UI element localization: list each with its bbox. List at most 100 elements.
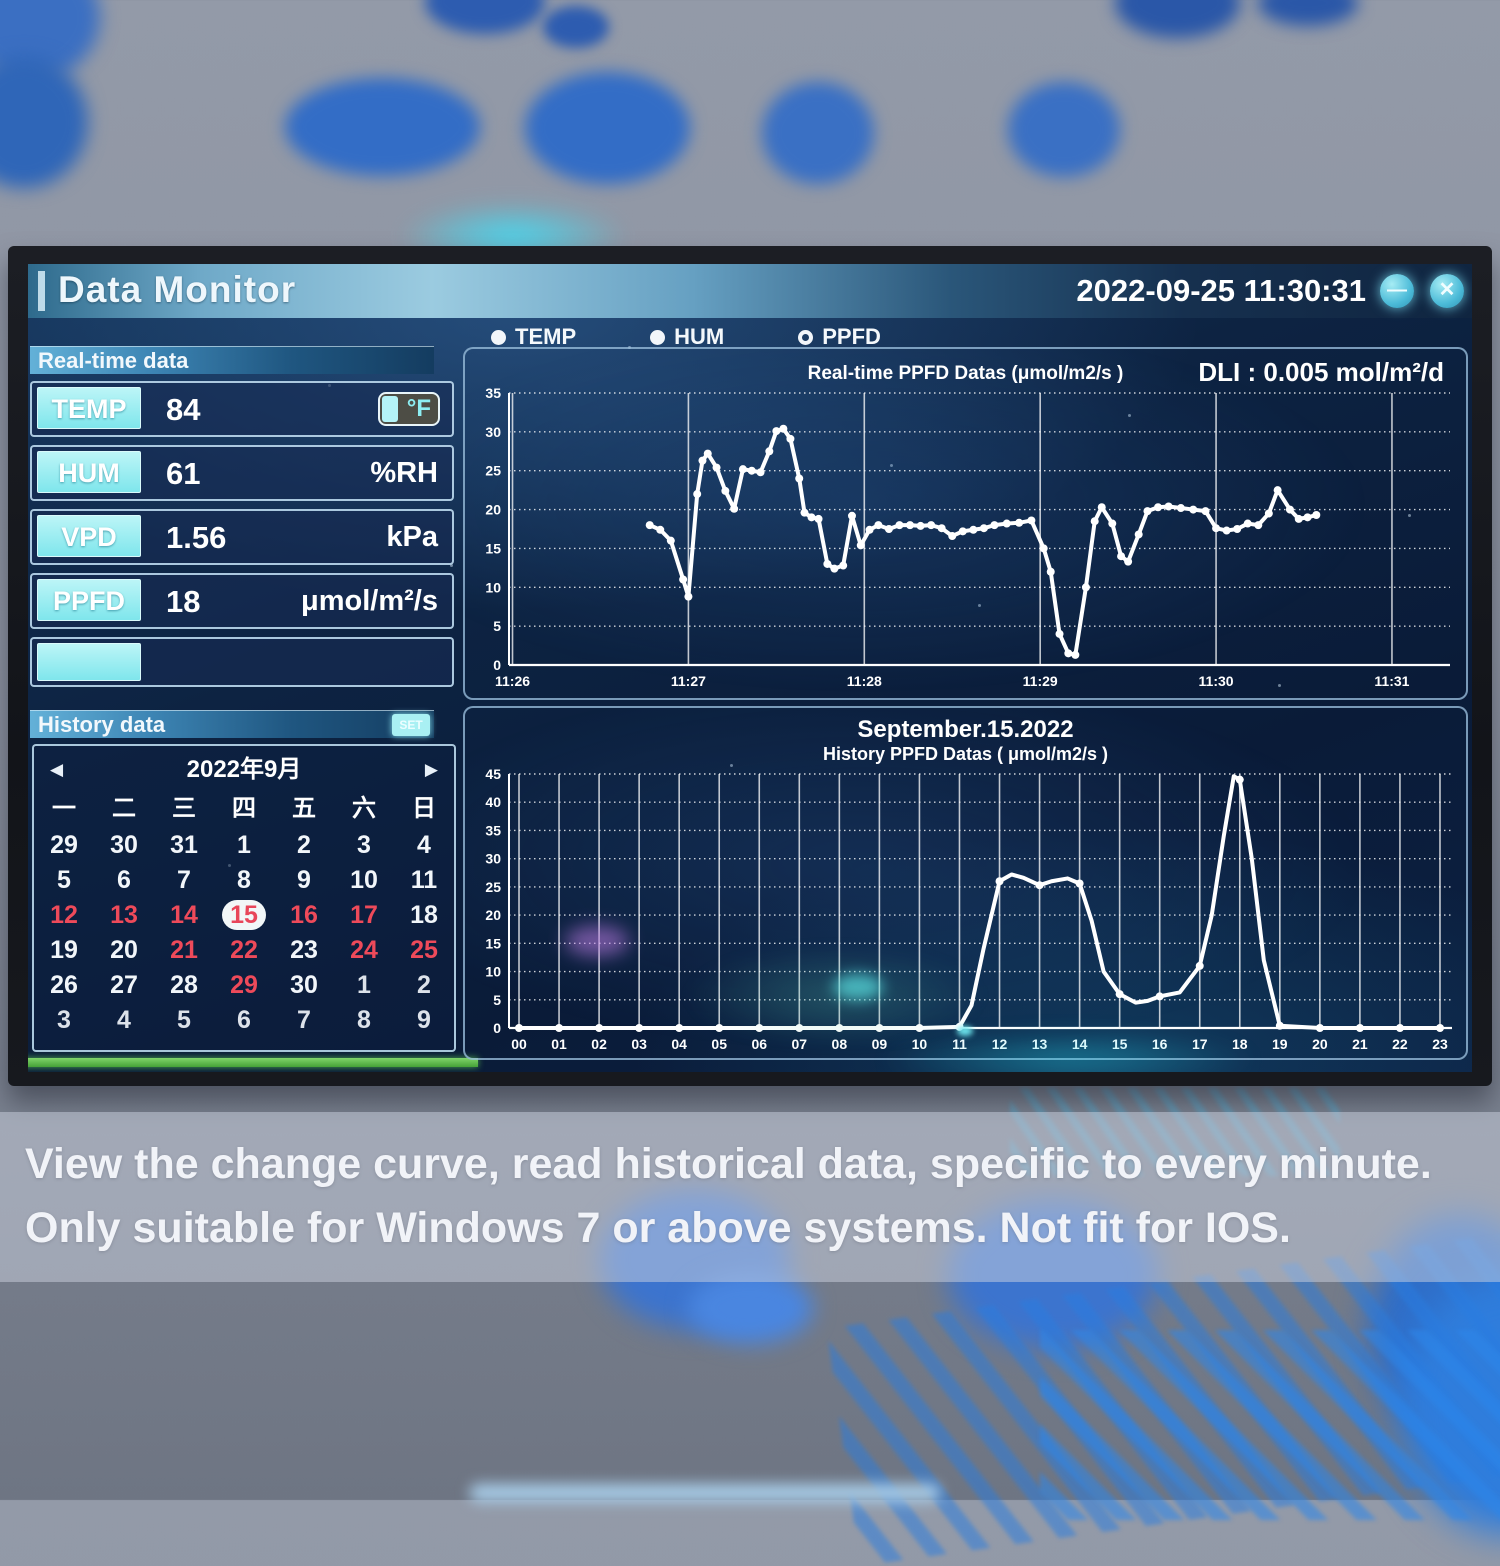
- calendar-day[interactable]: 30: [94, 828, 154, 863]
- weekday-label: 四: [232, 795, 256, 822]
- calendar-day[interactable]: 27: [94, 968, 154, 1003]
- metric-label: VPD: [37, 515, 141, 557]
- calendar-day[interactable]: 6: [94, 863, 154, 898]
- bg-blob: [688, 1272, 813, 1344]
- realtime-row-temp: TEMP 84 °F: [30, 381, 454, 437]
- calendar-day[interactable]: 17: [334, 898, 394, 933]
- calendar-prev-icon[interactable]: ◀: [50, 760, 64, 779]
- calendar-day-number: 27: [110, 971, 138, 999]
- calendar-day[interactable]: 10: [334, 863, 394, 898]
- calendar-day[interactable]: 3: [34, 1003, 94, 1038]
- calendar-day-number: 9: [417, 1006, 431, 1034]
- svg-text:00: 00: [511, 1036, 527, 1052]
- calendar-day-number: 4: [417, 831, 431, 859]
- temp-unit-toggle[interactable]: °F: [378, 392, 440, 426]
- calendar-day-number: 19: [50, 936, 78, 964]
- calendar-day[interactable]: 25: [394, 933, 454, 968]
- calendar-day[interactable]: 12: [34, 898, 94, 933]
- calendar-day[interactable]: 19: [34, 933, 94, 968]
- calendar-day[interactable]: 30: [274, 968, 334, 1003]
- calendar-day[interactable]: 2: [274, 828, 334, 863]
- calendar-day[interactable]: 20: [94, 933, 154, 968]
- calendar-day[interactable]: 7: [274, 1003, 334, 1038]
- calendar-day[interactable]: 31: [154, 828, 214, 863]
- calendar-day[interactable]: 14: [154, 898, 214, 933]
- svg-text:15: 15: [485, 540, 501, 556]
- calendar-day[interactable]: 29: [34, 828, 94, 863]
- svg-text:15: 15: [1112, 1036, 1128, 1052]
- svg-text:07: 07: [792, 1036, 808, 1052]
- calendar-day-number: 18: [410, 901, 438, 929]
- history-chart-panel: September.15.2022 History PPFD Datas ( μ…: [463, 706, 1468, 1060]
- calendar-day[interactable]: 18: [394, 898, 454, 933]
- calendar-day[interactable]: 5: [34, 863, 94, 898]
- radio-ppfd[interactable]: PPFD: [798, 324, 881, 350]
- svg-text:5: 5: [493, 992, 501, 1008]
- calendar-day[interactable]: 4: [394, 828, 454, 863]
- weekday-label: 二: [112, 795, 136, 822]
- calendar-day[interactable]: 22: [214, 933, 274, 968]
- caption-line-2: Only suitable for Windows 7 or above sys…: [25, 1204, 1291, 1252]
- radio-group: TEMP HUM PPFD: [491, 324, 881, 350]
- radio-temp[interactable]: TEMP: [491, 324, 576, 350]
- calendar-day[interactable]: 13: [94, 898, 154, 933]
- calendar-day[interactable]: 24: [334, 933, 394, 968]
- calendar-day[interactable]: 4: [94, 1003, 154, 1038]
- calendar-day[interactable]: 6: [214, 1003, 274, 1038]
- calendar-day-number: 3: [357, 831, 371, 859]
- calendar-day[interactable]: 8: [214, 863, 274, 898]
- radio-label: PPFD: [822, 324, 881, 349]
- svg-text:30: 30: [485, 424, 501, 440]
- calendar-day[interactable]: 1: [214, 828, 274, 863]
- calendar-day[interactable]: 3: [334, 828, 394, 863]
- bg-blob: [285, 78, 480, 176]
- svg-text:35: 35: [485, 385, 501, 401]
- radio-hum[interactable]: HUM: [650, 324, 724, 350]
- metric-unit: %RH: [370, 457, 438, 489]
- screen-glow: [878, 1030, 1258, 1072]
- calendar-day[interactable]: 1: [334, 968, 394, 1003]
- svg-text:06: 06: [751, 1036, 767, 1052]
- svg-text:04: 04: [671, 1036, 687, 1052]
- dli-value: DLI : 0.005 mol/m²/d: [1198, 357, 1444, 387]
- calendar-day[interactable]: 9: [394, 1003, 454, 1038]
- calendar-day[interactable]: 29: [214, 968, 274, 1003]
- minimize-icon: —: [1387, 279, 1407, 301]
- calendar-day-number: 1: [357, 971, 371, 999]
- calendar-day[interactable]: 9: [274, 863, 334, 898]
- close-button[interactable]: ✕: [1430, 274, 1464, 308]
- calendar-day-number: 22: [230, 936, 258, 964]
- metric-value: 84: [166, 392, 201, 427]
- calendar-day[interactable]: 23: [274, 933, 334, 968]
- calendar-day[interactable]: 11: [394, 863, 454, 898]
- calendar-day-number: 3: [57, 1006, 71, 1034]
- calendar-day[interactable]: 21: [154, 933, 214, 968]
- history-panel-title: History data: [38, 712, 166, 737]
- calendar-day[interactable]: 26: [34, 968, 94, 1003]
- history-chart-header: September.15.2022 History PPFD Datas ( μ…: [465, 708, 1466, 766]
- calendar-day[interactable]: 2: [394, 968, 454, 1003]
- bg-blob: [1115, 0, 1240, 38]
- calendar-day[interactable]: 15: [214, 898, 274, 933]
- bg-blob: [0, 56, 88, 188]
- svg-text:10: 10: [912, 1036, 928, 1052]
- bokeh-spot: [565, 926, 629, 956]
- calendar-next-icon[interactable]: ▶: [424, 760, 438, 779]
- svg-text:45: 45: [485, 766, 501, 782]
- svg-text:0: 0: [493, 1020, 501, 1036]
- bg-blob: [425, 0, 545, 34]
- calendar-day[interactable]: 8: [334, 1003, 394, 1038]
- calendar-day[interactable]: 5: [154, 1003, 214, 1038]
- svg-text:03: 03: [631, 1036, 647, 1052]
- app-title: Data Monitor: [58, 269, 297, 310]
- close-icon: ✕: [1438, 279, 1456, 301]
- calendar-day[interactable]: 28: [154, 968, 214, 1003]
- calendar-day[interactable]: 16: [274, 898, 334, 933]
- calendar-day-number: 23: [290, 936, 318, 964]
- minimize-button[interactable]: —: [1380, 274, 1414, 308]
- svg-text:30: 30: [485, 851, 501, 867]
- metric-unit: °F: [406, 395, 431, 422]
- set-button[interactable]: SET: [392, 714, 430, 736]
- calendar-day[interactable]: 7: [154, 863, 214, 898]
- svg-text:15: 15: [485, 935, 501, 951]
